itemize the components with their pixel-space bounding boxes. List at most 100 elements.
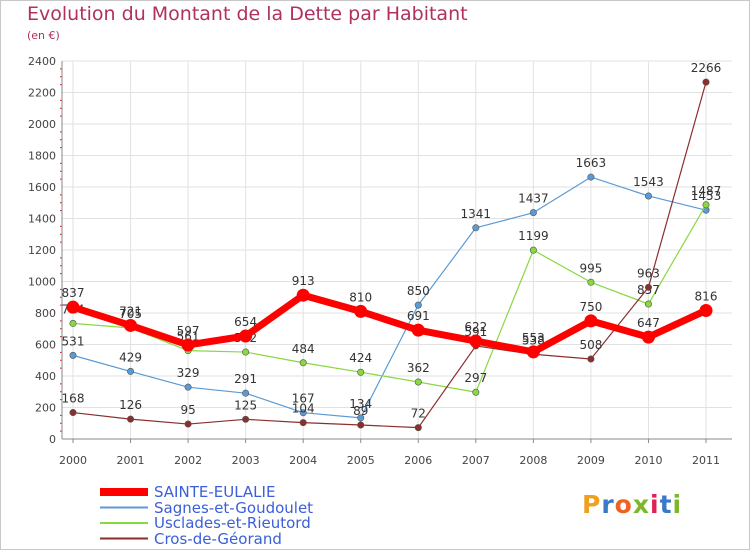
data-label-sainte-eulalie: 837	[62, 286, 85, 300]
data-point-usclades-et-rieutord	[299, 359, 307, 367]
data-label-sainte-eulalie: 816	[695, 289, 718, 303]
y-tick-label: 0	[49, 433, 56, 446]
y-tick-label: 2400	[28, 55, 56, 68]
data-point-sagnes-et-goudoulet	[357, 414, 365, 422]
data-point-sainte-eulalie	[411, 323, 425, 337]
data-point-sagnes-et-goudoulet	[69, 351, 77, 359]
data-label-cros-de-georand: 125	[234, 398, 257, 412]
data-label-cros-de-georand: 104	[292, 402, 315, 416]
series-line-cros-de-georand	[72, 81, 707, 429]
x-tick-label: 2002	[174, 454, 202, 467]
legend-label-sagnes-et-goudoulet: Sagnes-et-Goudoulet	[154, 498, 314, 517]
data-label-cros-de-georand: 95	[180, 403, 195, 417]
data-point-sagnes-et-goudoulet	[242, 389, 250, 397]
data-point-sainte-eulalie	[66, 300, 80, 314]
data-label-usclades-et-rieutord: 362	[407, 361, 430, 375]
chart-title: Evolution du Montant de la Dette par Hab…	[27, 3, 468, 25]
x-tick-label: 2005	[347, 454, 375, 467]
data-label-usclades-et-rieutord: 1487	[691, 184, 722, 198]
data-label-usclades-et-rieutord: 297	[464, 371, 487, 385]
series-line-sainte-eulalie	[69, 291, 710, 356]
data-point-cros-de-georand	[69, 409, 77, 417]
x-tick-label: 2001	[117, 454, 145, 467]
y-tick-label: 2200	[28, 87, 56, 100]
data-point-sainte-eulalie	[469, 334, 483, 348]
data-point-usclades-et-rieutord	[242, 348, 250, 356]
data-point-cros-de-georand	[644, 283, 652, 291]
y-tick-label: 400	[35, 370, 56, 383]
data-point-cros-de-georand	[299, 419, 307, 427]
data-label-usclades-et-rieutord: 705	[119, 307, 142, 321]
data-label-usclades-et-rieutord: 484	[292, 342, 315, 356]
data-label-cros-de-georand: 591	[464, 325, 487, 339]
data-point-usclades-et-rieutord	[69, 319, 77, 327]
x-tick-label: 2004	[289, 454, 317, 467]
data-point-sainte-eulalie	[354, 304, 368, 318]
data-point-sagnes-et-goudoulet	[529, 209, 537, 217]
data-point-cros-de-georand	[587, 355, 595, 363]
data-label-sagnes-et-goudoulet: 429	[119, 350, 142, 364]
data-point-cros-de-georand	[127, 415, 135, 423]
x-tick-label: 2009	[577, 454, 605, 467]
data-label-sainte-eulalie: 647	[637, 316, 660, 330]
data-label-sainte-eulalie: 913	[292, 274, 315, 288]
data-point-sagnes-et-goudoulet	[184, 383, 192, 391]
data-label-cros-de-georand: 126	[119, 398, 142, 412]
x-tick-label: 2010	[634, 454, 662, 467]
data-point-usclades-et-rieutord	[587, 278, 595, 286]
data-point-usclades-et-rieutord	[702, 201, 710, 209]
data-label-sagnes-et-goudoulet: 134	[349, 397, 372, 411]
data-label-sainte-eulalie: 622	[464, 320, 487, 334]
data-label-cros-de-georand: 508	[579, 338, 602, 352]
y-tick-label: 600	[35, 339, 56, 352]
data-point-sainte-eulalie	[239, 329, 253, 343]
data-point-usclades-et-rieutord	[472, 388, 480, 396]
series-line-usclades-et-rieutord	[72, 204, 707, 393]
data-point-sagnes-et-goudoulet	[587, 173, 595, 181]
data-point-cros-de-georand	[357, 421, 365, 429]
y-tick-label: 1400	[28, 213, 56, 226]
data-label-usclades-et-rieutord: 995	[579, 261, 602, 275]
data-label-cros-de-georand: 168	[62, 392, 85, 406]
legend-label-usclades-et-rieutord: Usclades-et-Rieutord	[154, 514, 311, 532]
data-label-sagnes-et-goudoulet: 531	[62, 334, 85, 348]
data-point-usclades-et-rieutord	[644, 300, 652, 308]
data-label-sainte-eulalie: 810	[349, 290, 372, 304]
data-label-sagnes-et-goudoulet: 291	[234, 372, 257, 386]
x-tick-label: 2000	[59, 454, 87, 467]
y-tick-label: 800	[35, 307, 56, 320]
data-point-usclades-et-rieutord	[529, 246, 537, 254]
data-point-sainte-eulalie	[124, 318, 138, 332]
data-point-sagnes-et-goudoulet	[127, 367, 135, 375]
data-label-sagnes-et-goudoulet: 1663	[576, 156, 607, 170]
data-point-sainte-eulalie	[181, 338, 195, 352]
proxiti-logo: Proxiti	[582, 490, 683, 519]
x-tick-label: 2008	[519, 454, 547, 467]
data-point-sainte-eulalie	[526, 345, 540, 359]
data-label-sainte-eulalie: 721	[119, 304, 142, 318]
chart-subtitle: (en €)	[27, 29, 60, 42]
data-label-sagnes-et-goudoulet: 850	[407, 284, 430, 298]
x-tick-label: 2006	[404, 454, 432, 467]
data-label-sagnes-et-goudoulet: 167	[292, 392, 315, 406]
data-label-sainte-eulalie: 654	[234, 315, 257, 329]
data-point-sainte-eulalie	[584, 314, 598, 328]
data-point-usclades-et-rieutord	[357, 368, 365, 376]
y-tick-label: 1000	[28, 276, 56, 289]
x-tick-label: 2003	[232, 454, 260, 467]
data-label-cros-de-georand: 963	[637, 266, 660, 280]
data-label-cros-de-georand: 538	[522, 333, 545, 347]
data-point-sainte-eulalie	[699, 303, 713, 317]
data-point-sagnes-et-goudoulet	[472, 224, 480, 232]
data-label-sainte-eulalie: 750	[579, 300, 602, 314]
data-label-sainte-eulalie: 553	[522, 331, 545, 345]
y-tick-label: 1800	[28, 150, 56, 163]
data-point-sagnes-et-goudoulet	[414, 301, 422, 309]
x-tick-label: 2007	[462, 454, 490, 467]
data-label-sagnes-et-goudoulet: 1453	[691, 189, 722, 203]
data-label-usclades-et-rieutord: 424	[349, 351, 372, 365]
y-tick-label: 1200	[28, 244, 56, 257]
y-tick-label: 200	[35, 402, 56, 415]
data-point-sainte-eulalie	[641, 330, 655, 344]
